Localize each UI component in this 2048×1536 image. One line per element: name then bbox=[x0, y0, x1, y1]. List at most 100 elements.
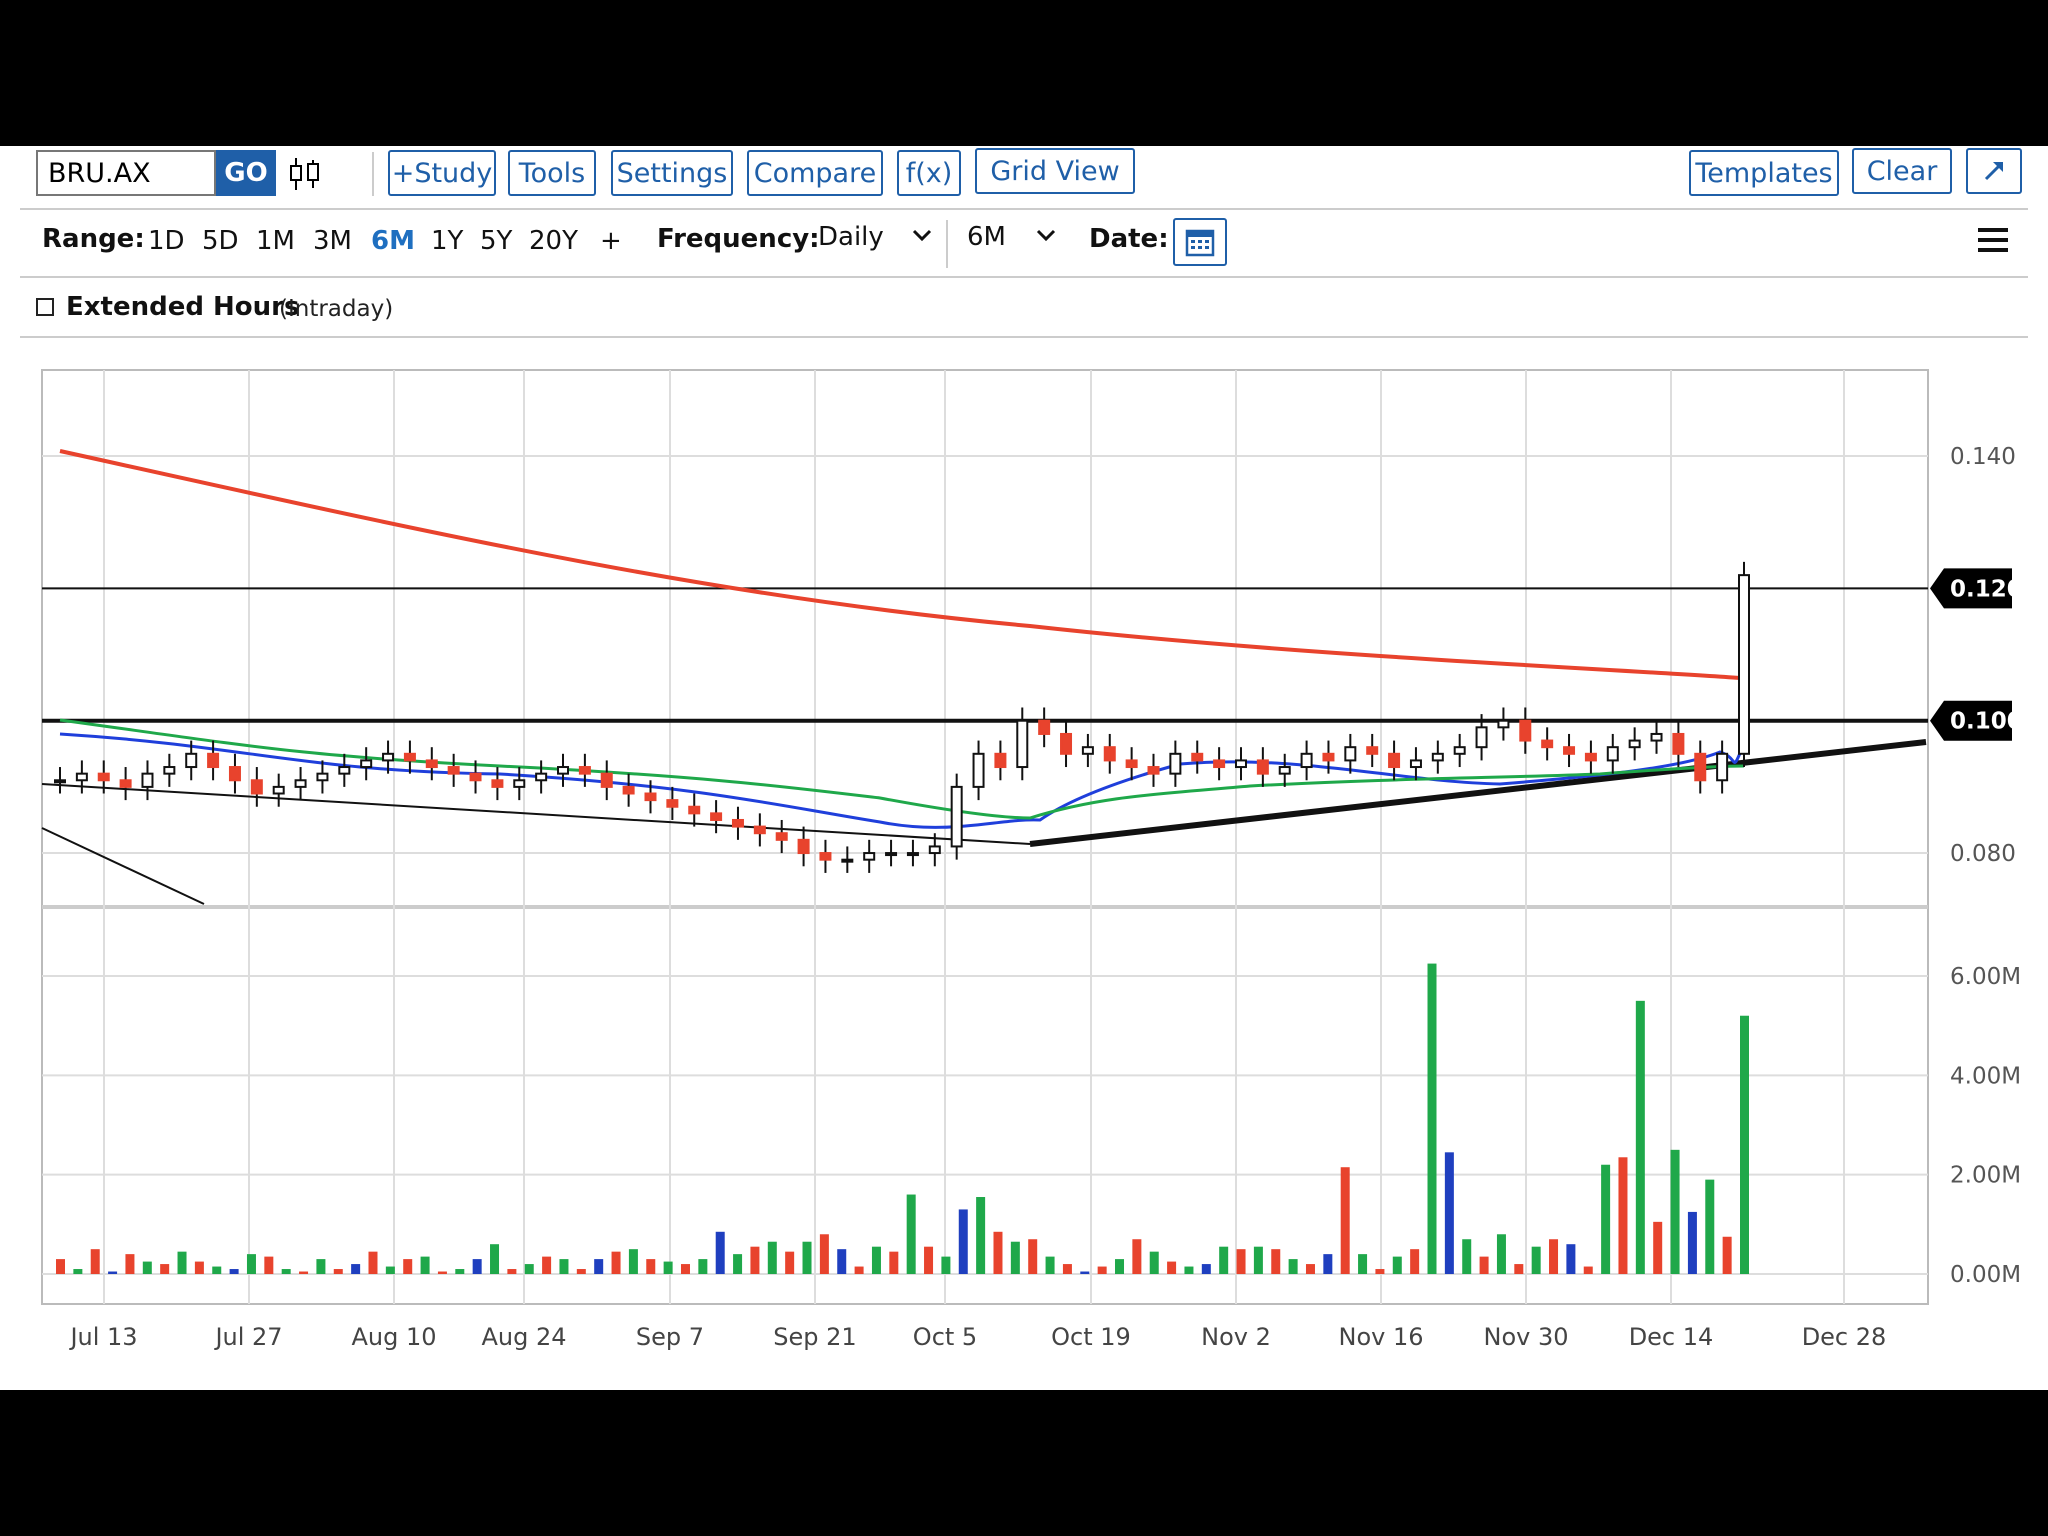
volume-bar bbox=[854, 1266, 864, 1274]
volume-bar bbox=[1740, 1015, 1749, 1274]
expand-button[interactable] bbox=[1966, 148, 2022, 194]
menu-icon[interactable] bbox=[1978, 226, 2008, 254]
price-chart[interactable]: Jul 13 Jul 27 Aug 10 Aug 24 Sep 7 Sep 21 Oct 5… bbox=[0, 146, 2048, 1390]
x-tick-label: Oct 19 bbox=[1051, 1323, 1131, 1351]
candle-body bbox=[885, 852, 898, 857]
frequency-select[interactable]: Daily bbox=[818, 222, 934, 252]
range-5y[interactable]: 5Y bbox=[480, 226, 513, 256]
range-20y[interactable]: 20Y bbox=[529, 226, 578, 256]
volume-tick-label: 4.00M bbox=[1950, 1063, 2021, 1089]
range-1y[interactable]: 1Y bbox=[431, 226, 464, 256]
candle bbox=[1016, 707, 1029, 781]
volume-bar bbox=[680, 1264, 690, 1274]
volume-bar bbox=[941, 1256, 951, 1274]
study-button[interactable]: +Study bbox=[388, 150, 496, 196]
volume-bar bbox=[715, 1231, 725, 1274]
candle-body bbox=[1694, 752, 1707, 782]
volume-tick-label: 2.00M bbox=[1950, 1163, 2021, 1189]
candle bbox=[972, 740, 985, 801]
volume-bar bbox=[698, 1259, 708, 1274]
volume-bar bbox=[976, 1197, 986, 1274]
volume-bar bbox=[490, 1244, 500, 1274]
volume-bar bbox=[958, 1209, 968, 1274]
candle bbox=[1409, 747, 1422, 781]
candle-body bbox=[775, 832, 788, 841]
x-tick-label: Aug 24 bbox=[481, 1323, 566, 1351]
chart-app: BRU.AX GO +Study Tools Settings Compare … bbox=[0, 146, 2048, 1390]
range-custom[interactable]: + bbox=[600, 226, 622, 256]
volume-bar bbox=[576, 1269, 586, 1274]
function-button[interactable]: f(x) bbox=[897, 150, 961, 196]
candle-body bbox=[1475, 726, 1488, 749]
candle bbox=[1541, 727, 1554, 761]
candle-body bbox=[1409, 759, 1422, 769]
date-picker-button[interactable] bbox=[1173, 218, 1227, 266]
candle bbox=[272, 773, 285, 807]
candle bbox=[491, 767, 504, 801]
candle bbox=[1169, 740, 1182, 787]
candle-body bbox=[819, 852, 832, 861]
candle bbox=[1584, 740, 1597, 774]
candle bbox=[994, 740, 1007, 781]
volume-bar bbox=[924, 1246, 934, 1274]
candle bbox=[666, 786, 679, 820]
candle-body bbox=[994, 752, 1007, 769]
go-button[interactable]: GO bbox=[216, 150, 276, 196]
compare-button[interactable]: Compare bbox=[747, 150, 883, 196]
range-5d[interactable]: 5D bbox=[202, 226, 239, 256]
candle bbox=[382, 740, 395, 774]
frequency-value: Daily bbox=[818, 222, 884, 252]
clear-button[interactable]: Clear bbox=[1852, 148, 1952, 194]
candle bbox=[885, 839, 898, 867]
tools-button[interactable]: Tools bbox=[508, 150, 596, 196]
volume-bar bbox=[524, 1264, 534, 1274]
volume-bar bbox=[1010, 1241, 1020, 1274]
candle bbox=[644, 780, 657, 814]
candle-body bbox=[1650, 732, 1663, 742]
candle bbox=[1672, 720, 1685, 768]
candle-body bbox=[163, 766, 176, 775]
volume-bar bbox=[1184, 1266, 1194, 1274]
price-marker-label: 0.100 bbox=[1950, 709, 2023, 735]
candle-body bbox=[1366, 746, 1379, 755]
range-6m[interactable]: 6M bbox=[371, 226, 415, 256]
range-3m[interactable]: 3M bbox=[313, 226, 352, 256]
volume-bar bbox=[819, 1234, 829, 1274]
volume-bar bbox=[1323, 1254, 1333, 1274]
candle bbox=[731, 806, 744, 840]
candlestick-chart-type-icon[interactable] bbox=[288, 156, 322, 192]
volume-bar bbox=[1115, 1259, 1125, 1274]
range-1d[interactable]: 1D bbox=[148, 226, 185, 256]
volume-bar bbox=[472, 1259, 482, 1274]
candle bbox=[1628, 727, 1641, 761]
candle-body bbox=[250, 779, 263, 795]
chevron-down-icon bbox=[913, 229, 932, 242]
period-select[interactable]: 6M bbox=[967, 222, 1058, 252]
volume-bar bbox=[229, 1269, 239, 1274]
extended-hours-checkbox[interactable] bbox=[36, 298, 54, 316]
candle bbox=[1453, 733, 1466, 768]
candle bbox=[753, 813, 766, 847]
candle-body bbox=[1738, 574, 1750, 755]
volume-bar bbox=[1340, 1167, 1350, 1274]
volume-bar bbox=[1375, 1269, 1385, 1274]
candle-body bbox=[207, 752, 220, 769]
volume-bar bbox=[403, 1259, 413, 1274]
expand-icon bbox=[1984, 161, 2004, 181]
candle-body bbox=[360, 759, 373, 769]
grid-view-button[interactable]: Grid View bbox=[975, 148, 1135, 194]
settings-button[interactable]: Settings bbox=[611, 150, 733, 196]
candle-body bbox=[863, 852, 876, 861]
volume-bar bbox=[542, 1256, 552, 1274]
range-1m[interactable]: 1M bbox=[256, 226, 295, 256]
candle-body bbox=[272, 785, 285, 795]
candle-body bbox=[316, 772, 329, 782]
templates-button[interactable]: Templates bbox=[1689, 150, 1839, 196]
candle bbox=[141, 760, 154, 801]
candle-body bbox=[578, 766, 591, 775]
symbol-input[interactable]: BRU.AX bbox=[36, 150, 216, 196]
candle bbox=[1388, 740, 1401, 781]
x-tick-label: Nov 2 bbox=[1201, 1323, 1271, 1351]
volume-bar bbox=[108, 1271, 118, 1274]
volume-bar bbox=[73, 1269, 83, 1274]
